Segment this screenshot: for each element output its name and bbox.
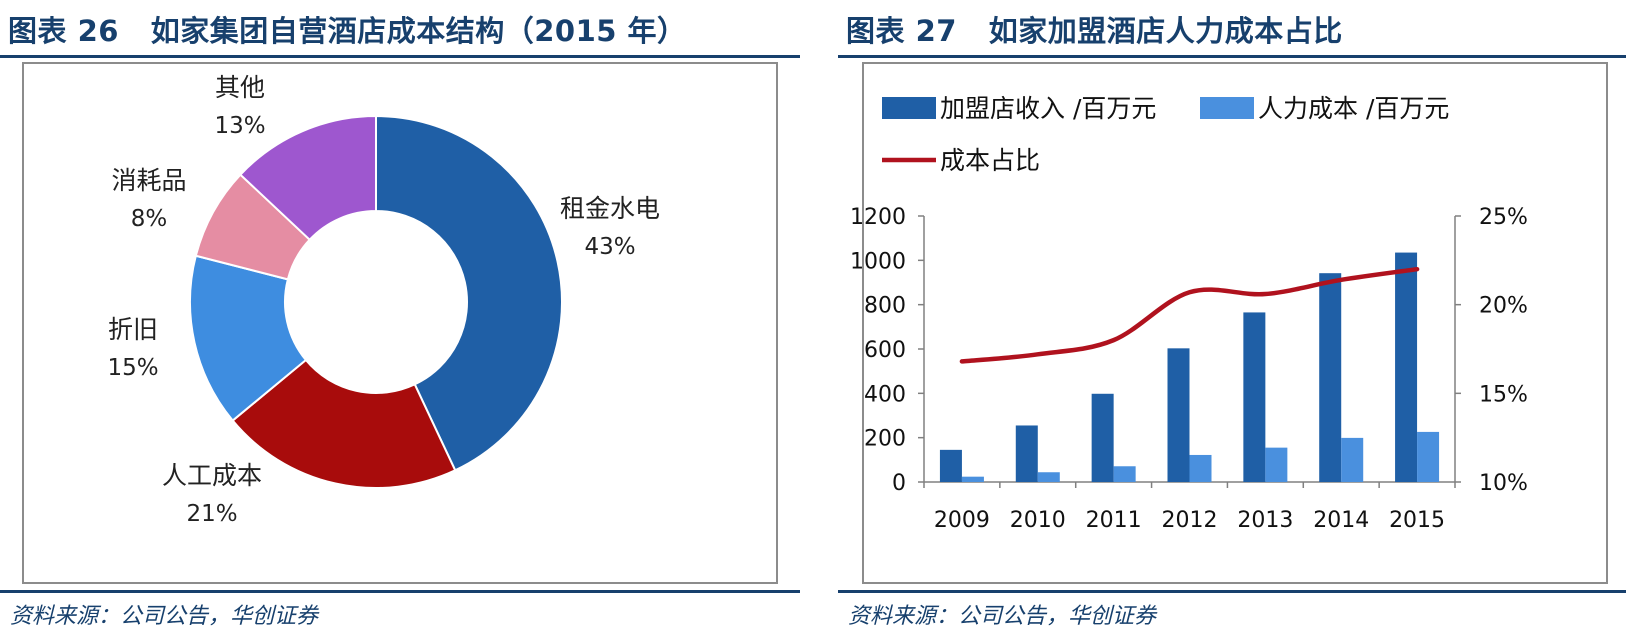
bar-franchise-revenue xyxy=(1015,425,1038,482)
right-chart-title: 图表 27 如家加盟酒店人力成本占比 xyxy=(846,14,1343,48)
x-tick-label: 2010 xyxy=(1010,508,1066,533)
donut-slice xyxy=(189,254,308,422)
bar-labor-cost xyxy=(1113,466,1136,482)
right-tick-label: 10% xyxy=(1479,471,1528,496)
donut-slice xyxy=(375,114,563,472)
left-source-rule xyxy=(0,590,800,593)
bar-labor-cost xyxy=(1417,431,1440,482)
left-title-rule xyxy=(0,55,800,58)
legend-swatch xyxy=(882,97,936,119)
left-source-note: 资料来源：公司公告，华创证券 xyxy=(10,604,319,629)
x-tick-label: 2013 xyxy=(1237,508,1293,533)
slice-label: 人工成本 xyxy=(162,461,262,490)
slice-label: 消耗品 xyxy=(111,166,186,195)
right-panel: 图表 27 如家加盟酒店人力成本占比 0 200 400 600 800 1000 1200… xyxy=(838,0,1626,629)
slice-percent: 43% xyxy=(584,234,635,260)
left-chart-title: 图表 26 如家集团自营酒店成本结构（2015 年） xyxy=(8,14,687,48)
right-title-rule xyxy=(838,55,1626,58)
legend-label: 成本占比 xyxy=(940,146,1040,175)
x-tick-label: 2014 xyxy=(1313,508,1369,533)
donut-chart: 租金水电 43% 人工成本 21% 折旧 15% 消耗品 8% 其他 13% xyxy=(107,73,660,527)
left-tick-label: 1000 xyxy=(850,249,906,274)
legend-label: 人力成本 /百万元 xyxy=(1258,94,1449,123)
left-tick-label: 1200 xyxy=(850,205,906,230)
slice-label: 折旧 xyxy=(108,315,158,344)
donut-slice xyxy=(238,114,377,242)
cost-ratio-line xyxy=(959,266,1420,364)
slice-percent: 8% xyxy=(131,206,168,232)
slice-label: 其他 xyxy=(215,73,265,102)
legend-swatch xyxy=(1200,97,1254,119)
bar-labor-cost xyxy=(1265,447,1288,482)
bar-franchise-revenue xyxy=(939,449,962,482)
left-tick-label: 800 xyxy=(864,294,906,319)
bar-franchise-revenue xyxy=(1167,348,1190,482)
bar-franchise-revenue xyxy=(1319,273,1342,482)
slice-label: 租金水电 xyxy=(560,194,660,223)
bar-franchise-revenue xyxy=(1395,252,1418,482)
donut-slice xyxy=(231,358,457,489)
left-panel: 图表 26 如家集团自营酒店成本结构（2015 年） 租金水电 43% 人工成本 21… xyxy=(0,0,800,629)
right-source-rule xyxy=(838,590,1626,593)
slice-percent: 13% xyxy=(214,113,265,139)
x-tick-label: 2011 xyxy=(1086,508,1142,533)
bar-franchise-revenue xyxy=(1243,312,1266,482)
bar-labor-cost xyxy=(961,476,984,482)
left-tick-label: 200 xyxy=(864,427,906,452)
combo-chart-frame xyxy=(862,62,1608,584)
slice-percent: 21% xyxy=(186,501,237,527)
left-tick-label: 400 xyxy=(864,382,906,407)
bar-franchise-revenue xyxy=(1091,393,1114,482)
x-tick-label: 2012 xyxy=(1162,508,1218,533)
left-tick-label: 0 xyxy=(892,471,906,496)
combo-chart: 0 200 400 600 800 1000 1200 10% 15% 20% 25% 2009 201… xyxy=(850,94,1528,533)
x-tick-label: 2009 xyxy=(934,508,990,533)
right-tick-label: 25% xyxy=(1479,205,1528,230)
bar-labor-cost xyxy=(1341,437,1364,482)
left-tick-label: 600 xyxy=(864,338,906,363)
bar-labor-cost xyxy=(1189,454,1212,482)
x-tick-label: 2015 xyxy=(1389,508,1445,533)
bar-labor-cost xyxy=(1037,472,1060,482)
right-tick-label: 15% xyxy=(1479,382,1528,407)
slice-percent: 15% xyxy=(107,355,158,381)
right-source-note: 资料来源：公司公告，华创证券 xyxy=(848,604,1157,629)
right-tick-label: 20% xyxy=(1479,294,1528,319)
legend-label: 加盟店收入 /百万元 xyxy=(940,94,1156,123)
